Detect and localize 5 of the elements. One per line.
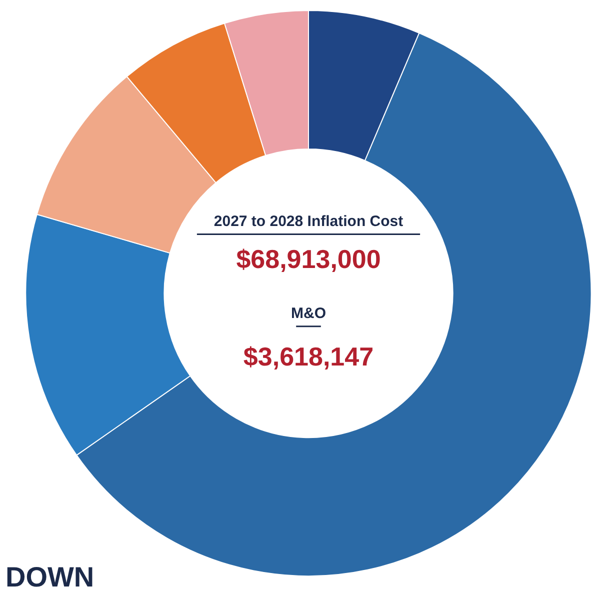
- text: 2027 to 2028 Inflation Cost: [214, 212, 404, 230]
- text: $3,618,147: [243, 342, 374, 372]
- text: M&O: [291, 304, 326, 322]
- text: DOWN: [6, 562, 94, 593]
- text: $68,913,000: [236, 244, 381, 274]
